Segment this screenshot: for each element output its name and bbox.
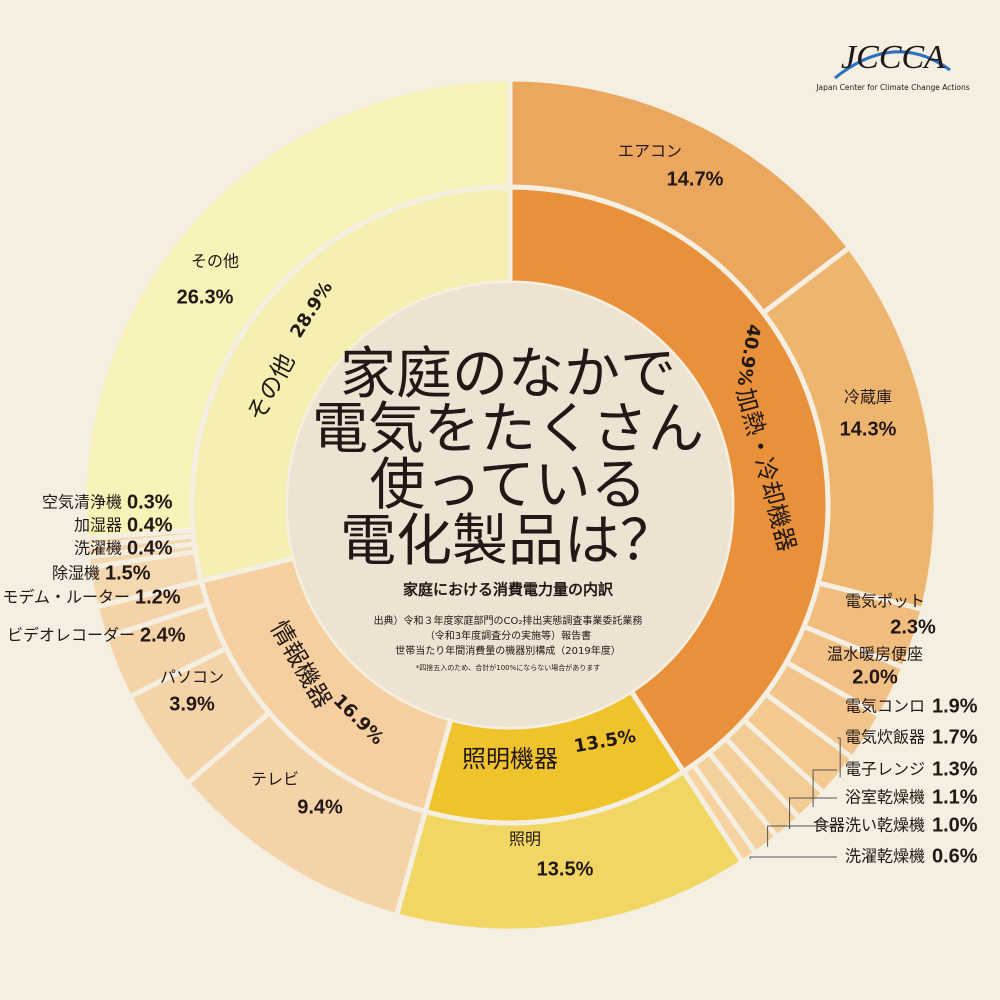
item-label: パソコン (160, 668, 224, 687)
item-value: 0.6% (932, 845, 978, 867)
item-label: 電気ポット (845, 592, 925, 611)
item-label: 加湿器 (74, 516, 122, 535)
item-label: 冷蔵庫 (844, 388, 892, 407)
item-label: 電気コンロ (845, 697, 925, 716)
center-disc (288, 283, 732, 727)
item-value: 14.7% (667, 168, 724, 190)
item-label: 照明 (509, 830, 541, 849)
item-sector (81, 76, 513, 542)
title-line: 使っている (369, 453, 646, 518)
title-line: 家庭のなかで (340, 342, 676, 407)
item-value: 14.3% (840, 418, 897, 440)
item-label: その他 (191, 252, 239, 271)
item-label: ビデオレコーダー (7, 626, 135, 645)
logo-caption: Japan Center for Climate Change Actions (815, 83, 969, 92)
item-label: 空気清浄機 (42, 493, 122, 512)
title-line: 電気をたくさん (312, 397, 704, 462)
item-value: 2.0% (852, 666, 898, 688)
logo: JCCCA (841, 39, 945, 76)
item-value: 26.3% (177, 286, 234, 308)
item-value: 2.3% (890, 616, 936, 638)
item-value: 3.9% (169, 693, 215, 715)
item-value: 2.4% (140, 624, 186, 646)
item-label: 電子レンジ (845, 760, 925, 779)
item-value: 1.0% (932, 814, 978, 836)
item-value: 1.2% (135, 586, 181, 608)
leader-line (767, 825, 837, 847)
item-value: 9.4% (297, 796, 343, 818)
group-label: 照明機器 (462, 745, 558, 773)
item-label: 除湿機 (52, 564, 100, 583)
item-value: 0.3% (127, 491, 173, 513)
item-label: モデム・ルーター (2, 588, 130, 607)
item-value: 1.5% (105, 562, 151, 584)
source-line: 世帯当たり年間消費量の機器別構成（2019年度） (395, 644, 620, 657)
leader-line (789, 797, 837, 830)
item-value: 1.7% (932, 726, 978, 748)
item-label: 食器洗い乾燥機 (813, 816, 925, 835)
source-line: 出典）令和３年度家庭部門のCO₂排出実態調査事業委託業務 (374, 614, 643, 627)
item-label: 電気炊飯器 (845, 728, 925, 747)
item-value: 0.4% (127, 514, 173, 536)
source-line: （令和3年度調査分の実施等）報告書 (425, 629, 591, 642)
leader-line (837, 737, 841, 778)
item-label: 洗濯乾燥機 (845, 847, 925, 866)
rings (81, 76, 939, 934)
item-label: 浴室乾燥機 (845, 788, 925, 807)
note: *四捨五入のため、合計が100%にならない場合があります (416, 663, 601, 672)
item-value: 1.3% (932, 758, 978, 780)
item-label: テレビ (251, 770, 299, 789)
item-label: 温水暖房便座 (827, 645, 923, 664)
logo-arc (834, 50, 951, 80)
title-line: 電化製品は？ (340, 509, 676, 574)
item-label: エアコン (618, 142, 682, 161)
item-value: 1.9% (932, 695, 978, 717)
leader-line (812, 769, 837, 808)
item-value: 0.4% (127, 537, 173, 559)
item-value: 13.5% (537, 858, 594, 880)
center-title: 家庭のなかで 電気をたくさん 使っている 電化製品は？ (312, 342, 704, 574)
item-label: 洗濯機 (74, 539, 122, 558)
item-value: 1.1% (932, 786, 978, 808)
subtitle: 家庭における消費電力量の内訳 (403, 581, 614, 599)
leader-line (749, 856, 837, 860)
